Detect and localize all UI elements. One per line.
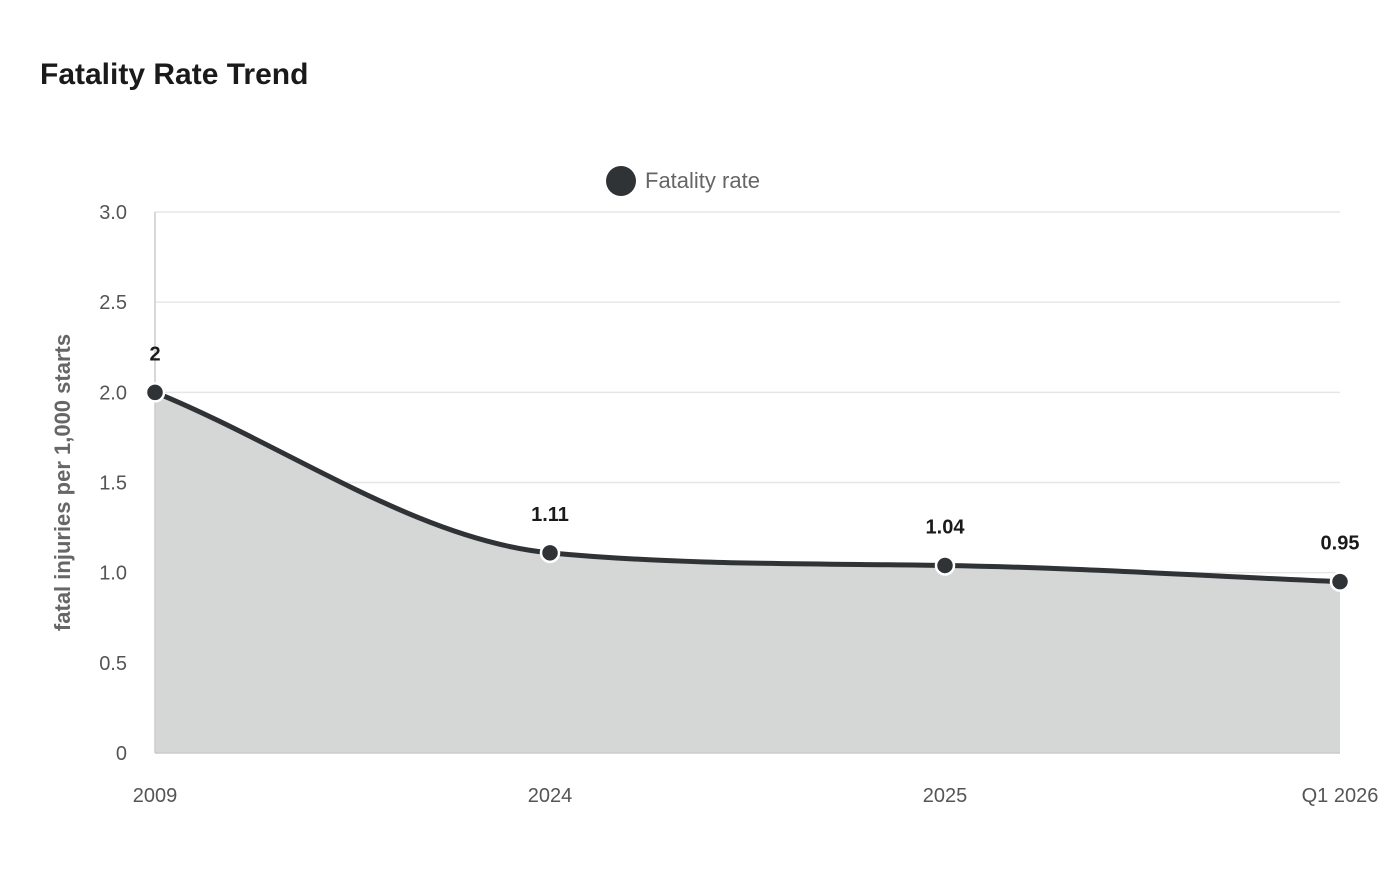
y-tick-label: 1.5 (99, 473, 127, 495)
x-tick-label: 2009 (133, 785, 178, 807)
y-tick-label: 3.0 (99, 202, 127, 224)
y-axis-title: fatal injuries per 1,000 starts (50, 334, 75, 631)
x-tick-label: 2025 (923, 785, 968, 807)
chart-title: Fatality Rate Trend (40, 58, 309, 91)
data-point[interactable] (934, 555, 956, 576)
data-point[interactable] (144, 382, 166, 403)
y-tick-label: 0.5 (99, 653, 127, 675)
data-label: 0.95 (1321, 533, 1360, 555)
points-layer (144, 382, 1351, 592)
series-area-fatality-rate (155, 392, 1340, 753)
data-label: 1.04 (926, 516, 966, 538)
data-point[interactable] (1329, 571, 1351, 592)
legend-marker-icon (606, 166, 636, 196)
legend[interactable]: Fatality rate (606, 166, 760, 196)
data-label: 1.11 (531, 504, 569, 526)
legend-label: Fatality rate (645, 168, 760, 193)
labels-layer: 2 1.11 1.04 0.95 (149, 343, 1359, 554)
legend-item-fatality-rate[interactable]: Fatality rate (606, 166, 760, 196)
y-tick-label: 2.0 (99, 382, 127, 404)
y-tick-label: 1.0 (99, 563, 127, 585)
y-tick-label: 0 (116, 743, 127, 765)
data-point[interactable] (539, 542, 561, 564)
series-line-fatality-rate (152, 389, 1343, 585)
y-tick-label: 2.5 (99, 292, 127, 314)
line-layer (152, 389, 1343, 585)
x-tick-label: Q1 2026 (1302, 785, 1379, 807)
area-layer (155, 392, 1340, 753)
data-label: 2 (149, 343, 160, 365)
axes: 0 0.5 1.0 1.5 2.0 2.5 3.0 2009 2024 2025 Q1 2026 fa… (50, 202, 1378, 807)
x-tick-label: 2024 (528, 785, 573, 807)
